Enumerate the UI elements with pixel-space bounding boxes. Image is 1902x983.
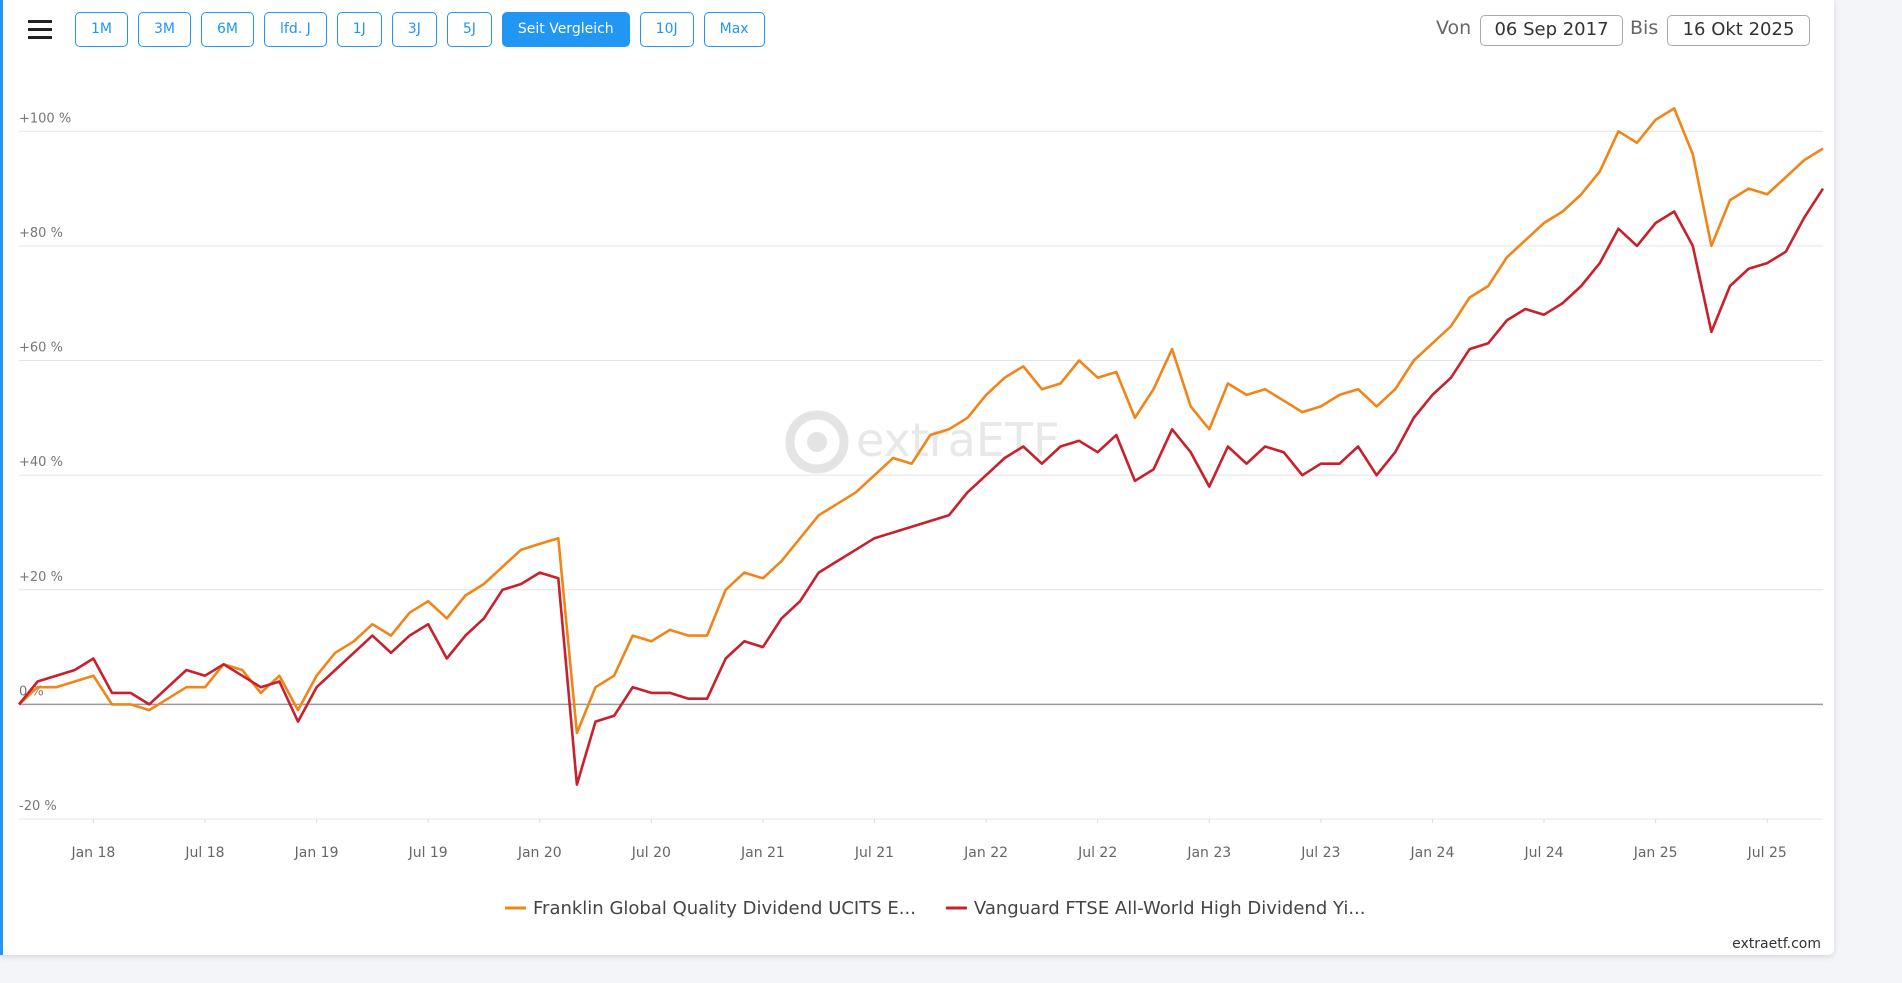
legend-label: Vanguard FTSE All-World High Dividend Yi… — [974, 898, 1366, 919]
chart-card: extraETF extraetf.com +100 % +80 % +60 % +4… — [0, 0, 1834, 955]
x-tick-label: Jul 24 — [1523, 845, 1563, 861]
range-button[interactable]: 6M — [201, 12, 254, 47]
x-tick-label: Jul 18 — [184, 845, 224, 861]
x-tick-label: Jan 23 — [1186, 845, 1231, 861]
watermark-text: extraETF — [856, 413, 1059, 467]
watermark-logo-dot — [807, 432, 827, 452]
x-tick-label: Jul 22 — [1077, 845, 1117, 861]
menu-icon[interactable] — [28, 17, 52, 41]
x-tick-label: Jan 24 — [1410, 845, 1455, 861]
y-tick-label: +40 % — [19, 455, 63, 470]
x-tick-label: Jul 23 — [1300, 845, 1340, 861]
range-button[interactable]: Seit Vergleich — [501, 12, 630, 47]
chart: extraETF extraetf.com +100 % +80 % +60 % +4… — [17, 107, 1825, 952]
x-tick-label: Jul 25 — [1747, 845, 1787, 861]
range-button[interactable]: 1M — [75, 12, 128, 47]
range-buttons: 1M 3M 6M lfd. J 1J 3J 5J Seit Vergleich 10J Max — [75, 12, 765, 47]
x-tick-label: Jan 18 — [70, 845, 115, 861]
y-tick-label: +100 % — [19, 111, 71, 126]
to-date[interactable]: 16 Okt 2025 — [1667, 15, 1810, 46]
range-button[interactable]: lfd. J — [264, 12, 327, 47]
y-tick-label: +20 % — [19, 570, 63, 585]
series-line — [18, 107, 1824, 735]
series-line — [17, 187, 1825, 786]
x-tick-label: Jan 21 — [740, 845, 785, 861]
y-tick-label: +60 % — [19, 341, 63, 356]
from-label: Von — [1436, 17, 1472, 39]
from-date[interactable]: 06 Sep 2017 — [1480, 15, 1623, 46]
x-tick-label: Jan 25 — [1633, 845, 1678, 861]
legend-item[interactable]: Franklin Global Quality Dividend UCITS E… — [505, 898, 916, 919]
range-button[interactable]: 5J — [446, 12, 492, 47]
to-label: Bis — [1630, 17, 1659, 39]
watermark: extraETF — [785, 410, 1059, 474]
x-tick-label: Jul 20 — [631, 845, 671, 861]
x-tick-label: Jan 19 — [294, 845, 339, 861]
range-button[interactable]: 1J — [336, 12, 382, 47]
legend-item[interactable]: Vanguard FTSE All-World High Dividend Yi… — [945, 898, 1366, 919]
grid — [19, 130, 1823, 820]
watermark-logo — [785, 410, 849, 474]
y-tick-label: -20 % — [19, 799, 57, 814]
credit: extraetf.com — [1732, 936, 1821, 952]
x-tick-label: Jul 21 — [854, 845, 894, 861]
range-button[interactable]: 3M — [138, 12, 191, 47]
x-tick-label: Jan 20 — [517, 845, 562, 861]
x-tick-label: Jan 22 — [963, 845, 1008, 861]
y-tick-label: +80 % — [19, 226, 63, 241]
x-tick-label: Jul 19 — [408, 845, 448, 861]
legend-label: Franklin Global Quality Dividend UCITS E… — [533, 898, 916, 919]
range-button[interactable]: Max — [703, 12, 765, 47]
range-button[interactable]: 10J — [639, 12, 694, 47]
range-button[interactable]: 3J — [391, 12, 437, 47]
